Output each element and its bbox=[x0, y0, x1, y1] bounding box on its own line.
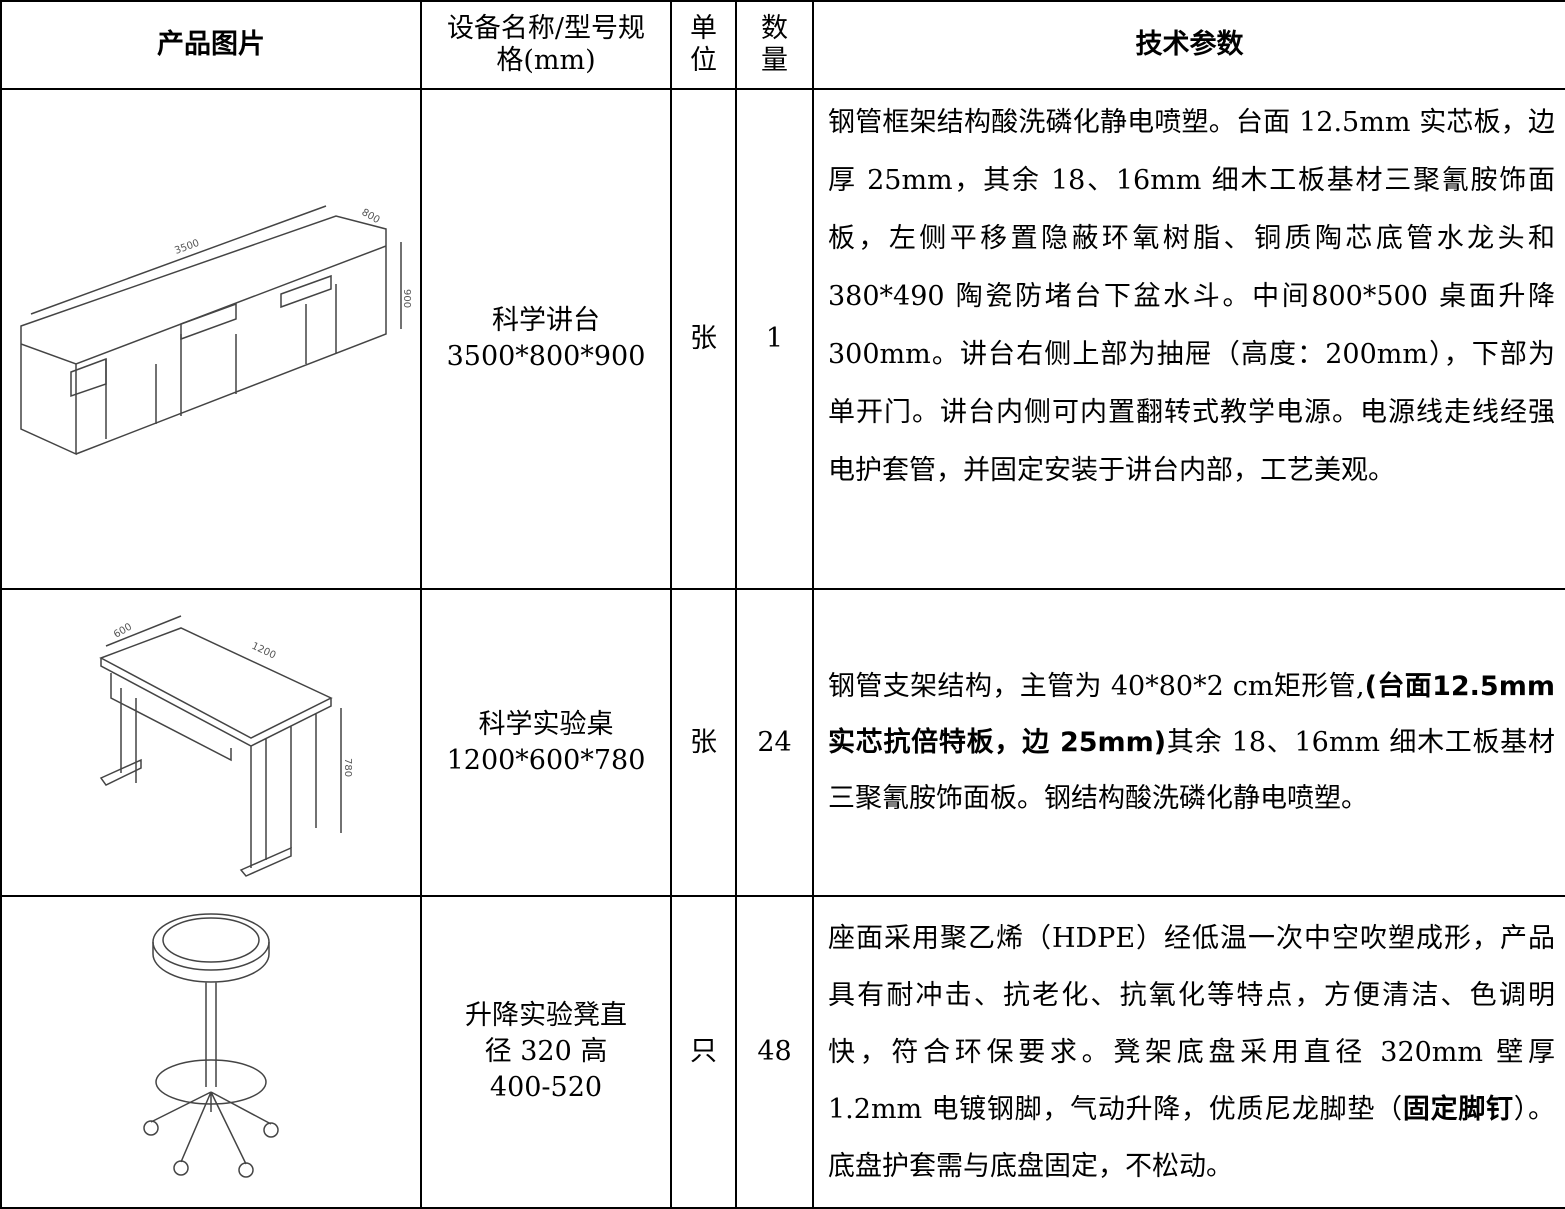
table-row: 600 1200 780 科学实验桌 1200*600*780 张 24 钢管支架… bbox=[0, 588, 1565, 897]
header-cell: 产品图片 bbox=[0, 0, 422, 90]
header-cell: 单位 bbox=[670, 0, 737, 90]
params-text: 其余 18、16mm 细木工板基材三聚氰胺饰面板。钢结构酸洗磷化静电喷塑。 bbox=[828, 726, 1555, 814]
desk-drawing: 600 1200 780 bbox=[99, 614, 353, 877]
image-cell bbox=[0, 895, 422, 1209]
header-row: 产品图片 设备名称/型号规格(mm) 单位 数量 技术参数 bbox=[0, 0, 1565, 90]
name-cell: 升降实验凳直径 320 高 400-520 bbox=[420, 895, 672, 1209]
params-text: ）。底盘护套需与底盘固定，不松动。 bbox=[828, 1093, 1556, 1182]
name-line: 3500*800*900 bbox=[446, 341, 646, 372]
lectern-drawing: 3500 800 900 bbox=[20, 205, 412, 456]
dimension-label: 600 bbox=[112, 621, 134, 640]
table-row: 升降实验凳直径 320 高 400-520 只 48 座面采用聚乙烯（HDPE）经… bbox=[0, 895, 1565, 1209]
name-line: 升降实验凳直 bbox=[465, 1000, 627, 1031]
header-cell: 数量 bbox=[735, 0, 814, 90]
params-cell: 钢管框架结构酸洗磷化静电喷塑。台面 12.5mm 实芯板，边厚 25mm，其余 … bbox=[812, 88, 1565, 590]
params-text: 钢管支架结构，主管为 40*80*2 cm矩形管, bbox=[828, 670, 1365, 702]
dimension-label: 1200 bbox=[250, 640, 278, 661]
unit-cell: 张 bbox=[670, 88, 737, 590]
name-line: 径 320 高 bbox=[484, 1036, 608, 1067]
name-cell: 科学实验桌 1200*600*780 bbox=[420, 588, 672, 897]
name-line: 科学讲台 bbox=[492, 305, 600, 336]
header-cell: 设备名称/型号规格(mm) bbox=[420, 0, 672, 90]
qty-cell: 48 bbox=[735, 895, 814, 1209]
qty-cell: 24 bbox=[735, 588, 814, 897]
name-line: 科学实验桌 bbox=[478, 708, 614, 740]
stool-drawing bbox=[143, 913, 279, 1178]
name-line: 1200*600*780 bbox=[446, 744, 646, 776]
dimension-label: 900 bbox=[401, 289, 412, 308]
params-cell: 座面采用聚乙烯（HDPE）经低温一次中空吹塑成形，产品具有耐冲击、抗老化、抗氧化… bbox=[812, 895, 1565, 1209]
params-text: (台面12.5mm 实芯抗倍特板，边 25mm) bbox=[828, 670, 1555, 758]
params-cell: 钢管支架结构，主管为 40*80*2 cm矩形管,(台面12.5mm 实芯抗倍特… bbox=[812, 588, 1565, 897]
params-text: 固定脚钉 bbox=[1402, 1093, 1514, 1125]
image-cell: 600 1200 780 bbox=[0, 588, 422, 897]
params-text: 钢管框架结构酸洗磷化静电喷塑。台面 12.5mm 实芯板，边厚 25mm，其余 … bbox=[828, 107, 1555, 486]
image-cell: 3500 800 900 bbox=[0, 88, 422, 590]
params-text: 座面采用聚乙烯（HDPE）经低温一次中空吹塑成形，产品具有耐冲击、抗老化、抗氧化… bbox=[828, 922, 1555, 1125]
table-row: 3500 800 900 科学讲台 3500*800*900 张 1 钢管框架结构… bbox=[0, 88, 1565, 590]
header-cell: 技术参数 bbox=[812, 0, 1565, 90]
unit-cell: 张 bbox=[670, 588, 737, 897]
dimension-label: 780 bbox=[342, 758, 353, 777]
name-cell: 科学讲台 3500*800*900 bbox=[420, 88, 672, 590]
unit-cell: 只 bbox=[670, 895, 737, 1209]
qty-cell: 1 bbox=[735, 88, 814, 590]
name-line: 400-520 bbox=[489, 1072, 603, 1103]
